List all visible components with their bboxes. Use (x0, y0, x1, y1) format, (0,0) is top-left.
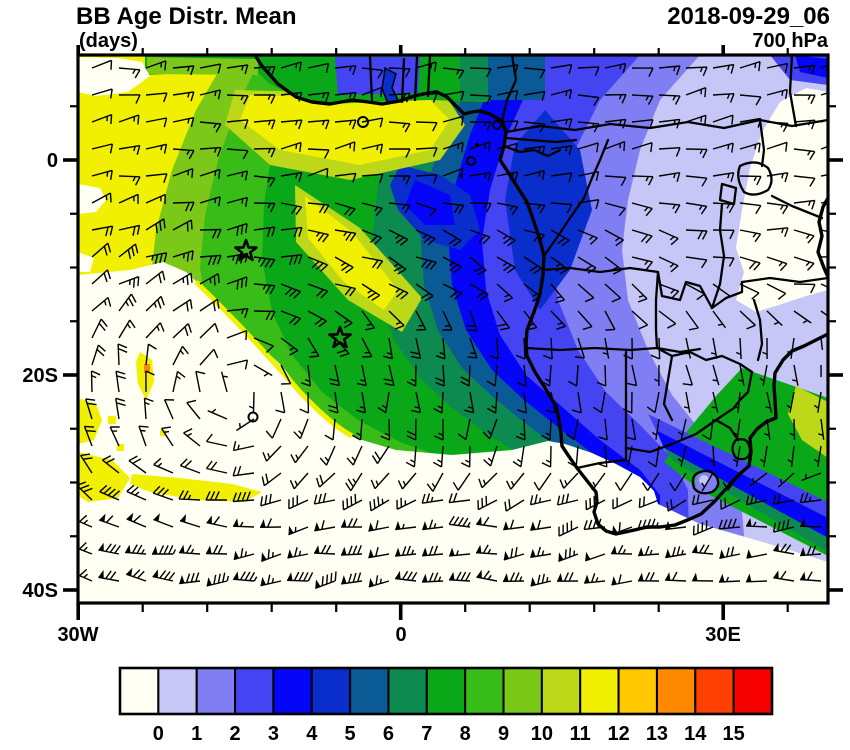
circle-marker (466, 156, 476, 166)
colorbar-tick-label: 3 (268, 723, 279, 745)
colorbar-box (655, 667, 697, 715)
colorbar-box (195, 667, 237, 715)
colorbar-tick-label: 8 (460, 723, 471, 745)
lon-tick-label: 30E (705, 624, 741, 646)
colorbar-tick-label: 5 (345, 723, 356, 745)
colorbar-tick-label: 14 (684, 723, 707, 745)
lon-tick-label: 0 (395, 624, 406, 646)
lon-tick-label: 30W (57, 624, 98, 646)
colorbar-box (272, 667, 313, 715)
colorbar-tick-label: 15 (723, 723, 745, 745)
lat-tick-label: 0 (47, 150, 58, 172)
colorbar-tick-label: 6 (383, 723, 394, 745)
colorbar-box (617, 667, 658, 715)
colorbar-box (387, 667, 428, 715)
colorbar-tick-label: 7 (421, 723, 432, 745)
colorbar-tick-label: 0 (153, 723, 164, 745)
dot-marker (475, 143, 479, 147)
colorbar: 0 1 2 3 4 5 6 7 8 9 10 11 12 13 14 15 (118, 666, 774, 745)
colorbar-box (157, 667, 198, 715)
colorbar-box (349, 667, 390, 715)
country-borders (368, 55, 828, 495)
pressure-level: 700 hPa (752, 30, 828, 52)
units-label: (days) (79, 30, 138, 52)
circle-marker (492, 120, 502, 130)
wind-barbs (78, 59, 828, 589)
dot-marker (459, 174, 463, 178)
colorbar-box (732, 667, 773, 715)
colorbar-box (425, 667, 467, 715)
circle-marker (357, 116, 369, 128)
star-marker (328, 325, 352, 349)
lat-tick-label: 20S (22, 365, 58, 387)
valid-datetime: 2018-09-29_06 (667, 3, 830, 30)
colorbar-box (502, 667, 543, 715)
colorbar-tick-label: 10 (531, 723, 553, 745)
point-markers (234, 116, 502, 423)
coastline (253, 55, 828, 536)
star-marker (234, 238, 258, 262)
colorbar-tick-label: 9 (498, 723, 509, 745)
colorbar-box (579, 667, 620, 715)
colorbar-box (464, 667, 505, 715)
map-frame-and-ticks (63, 45, 843, 620)
plot-title: BB Age Distr. Mean (76, 3, 297, 30)
colorbar-box (694, 667, 735, 715)
colorbar-box (234, 667, 275, 715)
colorbar-tick-label: 11 (570, 723, 591, 745)
colorbar-tick-label: 2 (229, 723, 240, 745)
colorbar-tick-label: 1 (191, 723, 202, 745)
lat-tick-label: 40S (22, 580, 58, 602)
colorbar-tick-label: 12 (607, 723, 629, 745)
colorbar-box (119, 667, 160, 715)
colorbar-box (310, 667, 352, 715)
colorbar-box (540, 667, 582, 715)
colorbar-tick-label: 4 (306, 723, 318, 745)
axis-labels: 0 20S 40S 30W 0 30E (22, 150, 740, 646)
colorbar-tick-label: 13 (646, 723, 668, 745)
circle-marker (247, 411, 259, 423)
